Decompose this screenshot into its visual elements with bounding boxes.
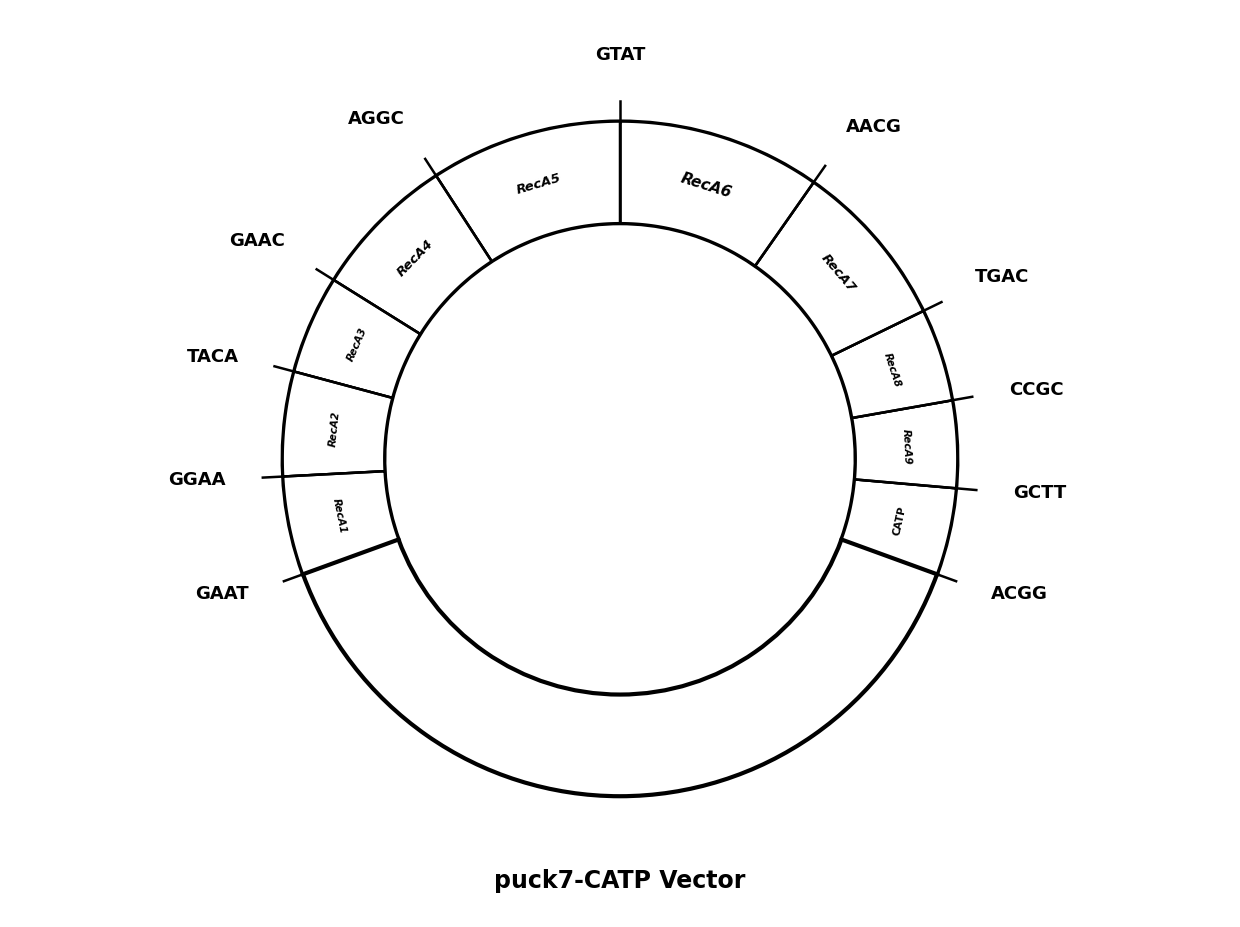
Text: RecA3: RecA3 [346,326,370,363]
Polygon shape [294,280,420,398]
Text: RecA4: RecA4 [394,237,436,279]
Text: GTAT: GTAT [595,46,645,64]
Text: ACGG: ACGG [991,585,1048,603]
Text: CATP: CATP [892,505,908,537]
Polygon shape [832,311,952,418]
Text: RecA5: RecA5 [515,171,563,197]
Text: RecA9: RecA9 [900,428,911,464]
Text: AGGC: AGGC [348,110,405,128]
Text: TACA: TACA [187,348,239,366]
Polygon shape [334,176,491,334]
Polygon shape [436,121,620,261]
Text: GGAA: GGAA [169,471,226,489]
Text: RecA7: RecA7 [818,251,858,295]
Text: RecA8: RecA8 [882,351,903,389]
Text: GCTT: GCTT [1013,484,1066,502]
Text: CCGC: CCGC [1008,381,1063,400]
Text: puck7-CATP Vector: puck7-CATP Vector [495,869,745,893]
Polygon shape [842,479,956,574]
Polygon shape [755,183,924,356]
Text: RecA1: RecA1 [331,498,347,535]
Polygon shape [620,121,813,266]
Text: TGAC: TGAC [975,268,1029,286]
Text: GAAT: GAAT [196,585,249,603]
Polygon shape [283,372,392,476]
Text: GAAC: GAAC [229,232,285,249]
Polygon shape [852,400,957,489]
Text: AACG: AACG [847,118,903,135]
Polygon shape [283,471,398,574]
Text: RecA6: RecA6 [678,171,734,201]
Text: RecA2: RecA2 [329,411,342,448]
